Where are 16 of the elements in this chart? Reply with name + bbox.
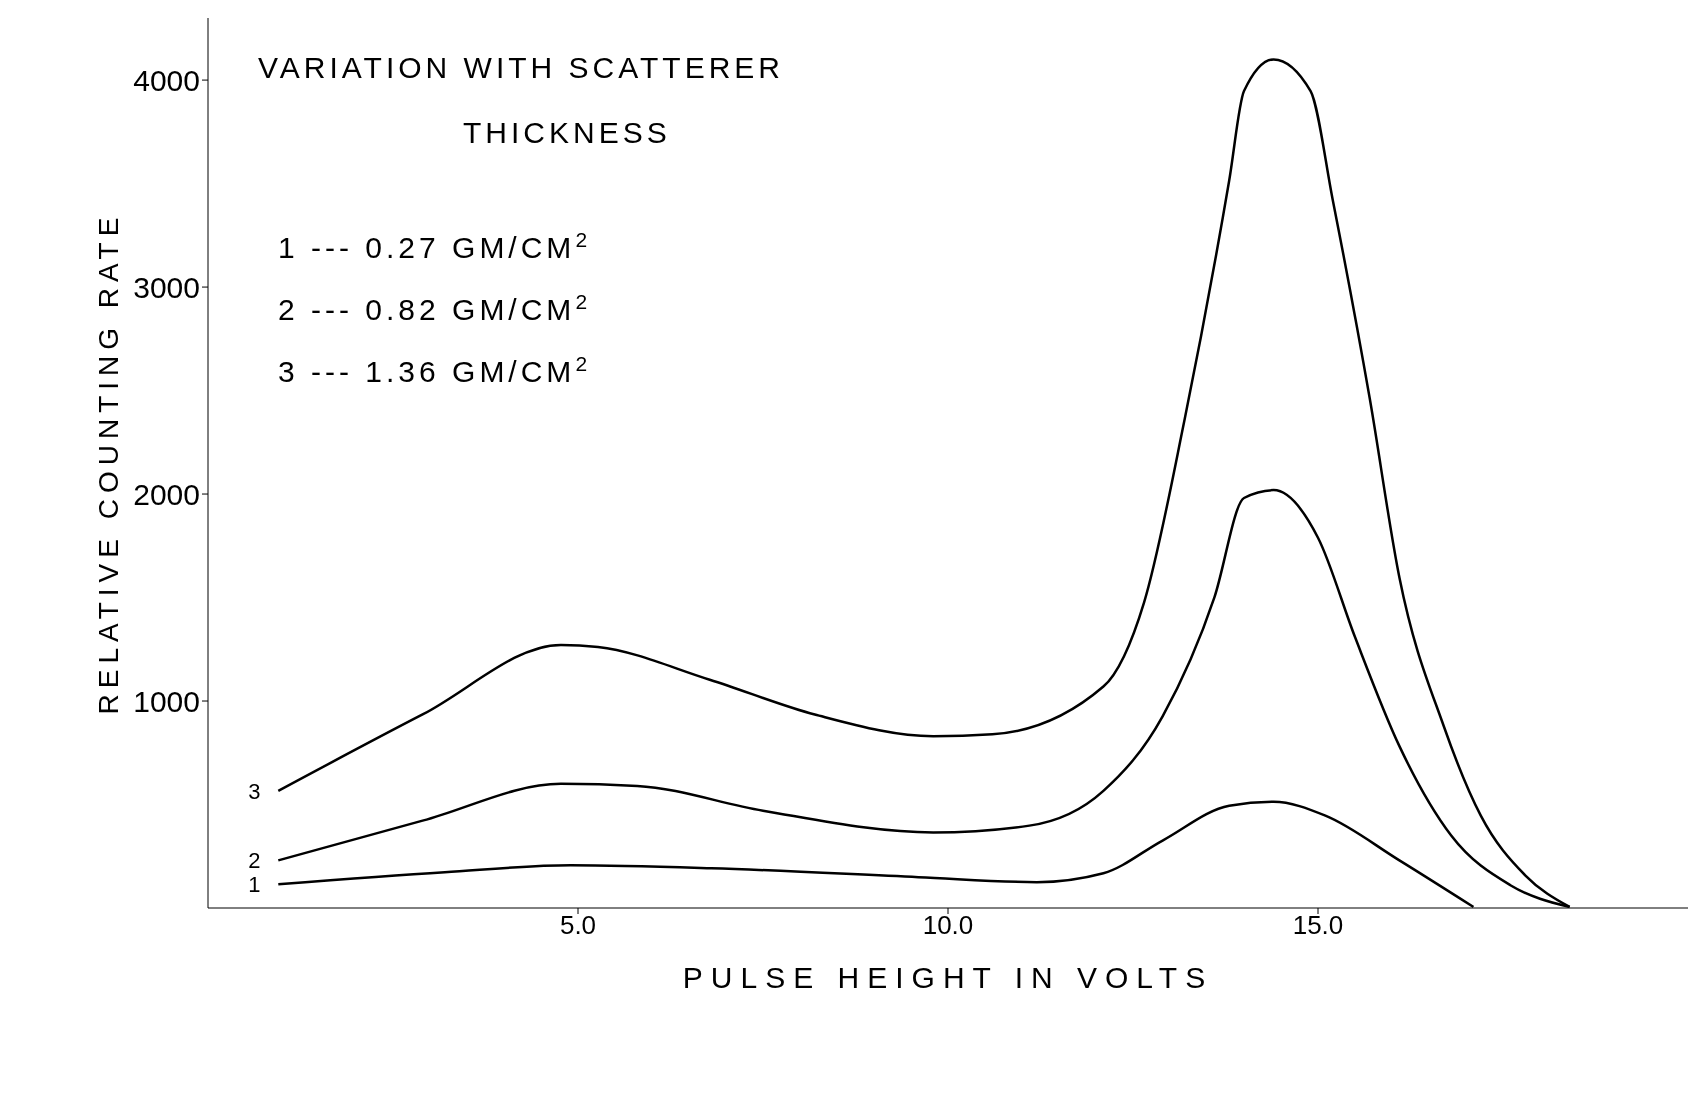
x-axis-title: PULSE HEIGHT IN VOLTS [682, 961, 1214, 994]
annotation: 2 --- 0.82 GM/CM$^{2}$ [278, 289, 592, 326]
annotation: 3 --- 1.36 GM/CM$^{2}$ [278, 351, 592, 388]
y-tick-label: 2000 [133, 477, 200, 511]
y-tick-label: 4000 [133, 63, 200, 97]
annotation: 1 --- 0.27 GM/CM$^{2}$ [278, 227, 592, 264]
y-axis-title: RELATIVE COUNTING RATE [92, 211, 124, 715]
text: VARIATION WITH SCATTERER THICKNESS [258, 51, 785, 149]
x-tick-label: 10.0 [922, 910, 974, 941]
x-tick-label: 5.0 [559, 910, 597, 941]
y-tick-label: 1000 [133, 684, 200, 718]
series-label: 2 [248, 848, 261, 874]
y-tick-label: 3000 [133, 270, 200, 304]
series-label: 1 [248, 872, 261, 898]
series-label: 3 [248, 778, 261, 804]
x-tick-label: 15.0 [1292, 910, 1344, 941]
